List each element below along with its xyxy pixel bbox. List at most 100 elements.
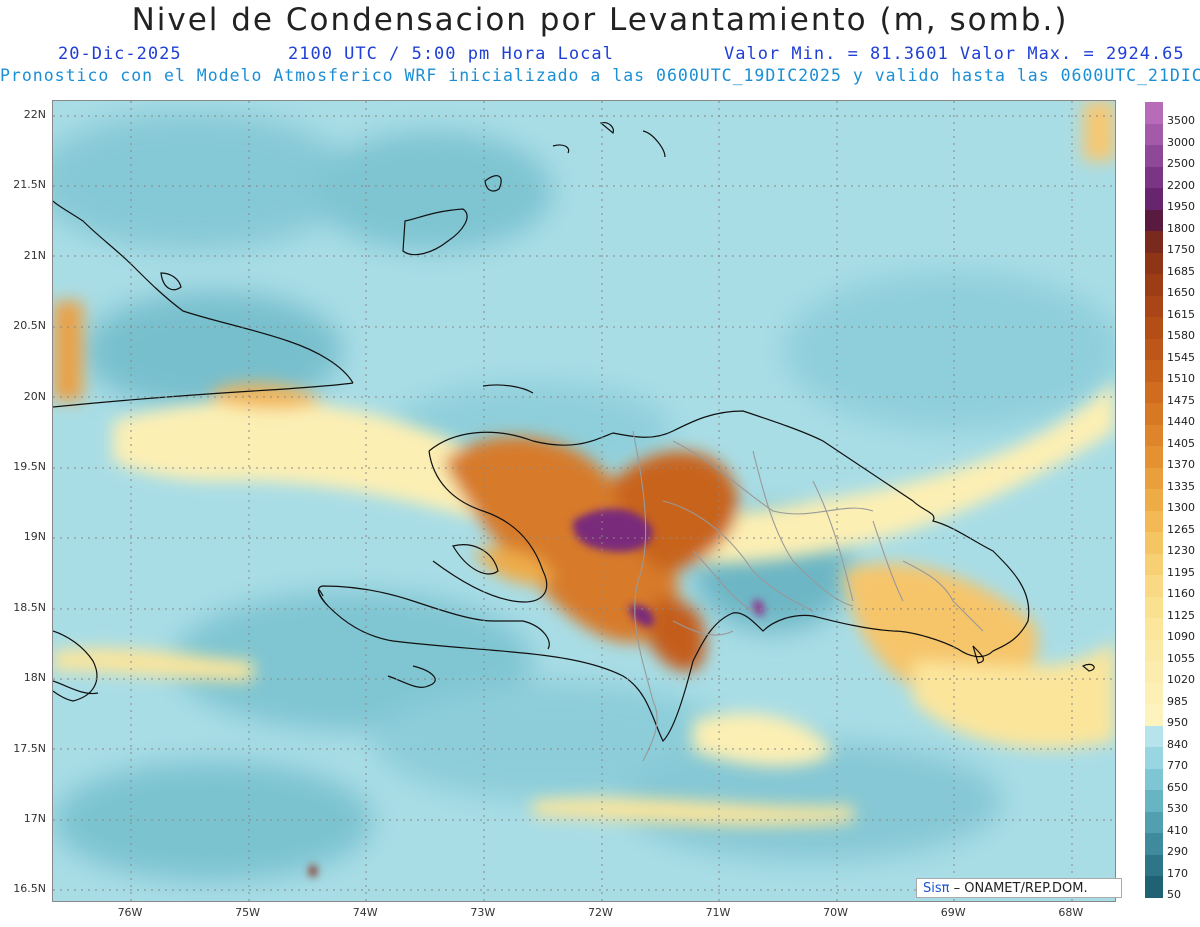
- colorbar-label: 770: [1167, 759, 1188, 773]
- lat-label: 20.5N: [13, 319, 46, 333]
- colorbar-label: 50: [1167, 888, 1181, 902]
- colorbar-swatch: [1145, 596, 1163, 619]
- lat-label: 21.5N: [13, 178, 46, 192]
- colorbar-swatch: [1145, 489, 1163, 512]
- lat-label: 22N: [23, 108, 46, 121]
- lat-label: 19N: [23, 530, 46, 544]
- colorbar-swatch: [1145, 532, 1163, 555]
- colorbar-swatch: [1145, 876, 1163, 899]
- colorbar-label: 1265: [1167, 522, 1195, 536]
- map-title: Nivel de Condensacion por Levantamiento …: [131, 2, 1069, 38]
- colorbar-label: 410: [1167, 823, 1188, 837]
- lon-label: 73W: [470, 906, 496, 919]
- colorbar-swatch: [1145, 252, 1163, 275]
- colorbar-swatch: [1145, 188, 1163, 211]
- colorbar-label: 985: [1167, 694, 1188, 708]
- colorbar-swatch: [1145, 768, 1163, 791]
- colorbar-label: 1195: [1167, 565, 1195, 579]
- colorbar-swatch: [1145, 467, 1163, 490]
- lat-label: 19.5N: [13, 460, 46, 473]
- lat-label: 20N: [23, 389, 46, 403]
- colorbar-swatch: [1145, 209, 1163, 232]
- colorbar-label: 1405: [1167, 436, 1195, 450]
- graticule: [53, 101, 1115, 901]
- lon-label: 68W: [1058, 906, 1084, 919]
- high-lcl-field: [53, 101, 1115, 826]
- credit-pi: π: [941, 881, 950, 896]
- lon-label: 72W: [587, 906, 613, 919]
- lat-label: 21N: [23, 248, 46, 262]
- model-info: Pronostico con el Modelo Atmosferico WRF…: [0, 66, 1200, 85]
- colorbar-label: 1650: [1167, 286, 1195, 300]
- lon-label: 75W: [235, 906, 261, 919]
- colorbar-swatch: [1145, 575, 1163, 598]
- colorbar-label: 1950: [1167, 200, 1195, 214]
- credit-brand: Sis: [923, 881, 942, 896]
- colorbar-label: 1230: [1167, 544, 1195, 558]
- colorbar-swatch: [1145, 747, 1163, 770]
- colorbar-label: 1020: [1167, 673, 1195, 687]
- colorbar-label: 1615: [1167, 307, 1195, 321]
- colorbar-label: 1090: [1167, 630, 1195, 644]
- colorbar-swatch: [1145, 360, 1163, 383]
- colorbar-label: 3500: [1167, 114, 1195, 127]
- lon-label: 71W: [705, 906, 731, 919]
- colorbar-swatch: [1145, 145, 1163, 168]
- lon-label: 69W: [940, 906, 966, 919]
- colorbar-label: 1685: [1167, 264, 1195, 278]
- colorbar-label: 650: [1167, 780, 1188, 794]
- colorbar-label: 3000: [1167, 135, 1195, 149]
- colorbar-label: 1335: [1167, 479, 1195, 493]
- colorbar-swatch: [1145, 682, 1163, 705]
- colorbar-swatch: [1145, 166, 1163, 189]
- colorbar-label: 840: [1167, 737, 1188, 751]
- lat-label: 18N: [23, 671, 46, 685]
- colorbar-swatch: [1145, 338, 1163, 361]
- lat-label: 18.5N: [13, 600, 46, 614]
- colorbar-swatch: [1145, 854, 1163, 877]
- colorbar-label: 1580: [1167, 329, 1195, 343]
- province-borders: [632, 430, 984, 762]
- colorbar-label: 1800: [1167, 221, 1195, 235]
- coastlines: [53, 122, 1095, 743]
- lat-label: 17N: [23, 812, 46, 825]
- colorbar-swatch: [1145, 317, 1163, 340]
- forecast-date: 20-Dic-2025: [58, 44, 182, 64]
- colorbar-swatch: [1145, 833, 1163, 856]
- lat-label: 16.5N: [13, 882, 46, 896]
- colorbar-label: 1125: [1167, 608, 1195, 622]
- credit-box: Sisπ – ONAMET/REP.DOM.: [916, 878, 1122, 898]
- colorbar-swatch: [1145, 639, 1163, 662]
- colorbar-swatch: [1145, 274, 1163, 297]
- colorbar-swatch: [1145, 704, 1163, 727]
- min-max-values: Valor Min. = 81.3601 Valor Max. = 2924.6…: [724, 44, 1185, 64]
- colorbar-swatch: [1145, 403, 1163, 426]
- lat-label: 17.5N: [13, 741, 46, 755]
- colorbar-label: 1750: [1167, 243, 1195, 257]
- colorbar-swatch: [1145, 446, 1163, 469]
- lon-label: 74W: [352, 906, 378, 919]
- colorbar-label: 1545: [1167, 350, 1195, 364]
- colorbar-label: 1300: [1167, 501, 1195, 515]
- colorbar-label: 1370: [1167, 458, 1195, 472]
- lon-label: 76W: [117, 906, 143, 919]
- colorbar-swatch: [1145, 618, 1163, 641]
- colorbar-label: 2500: [1167, 157, 1195, 171]
- colorbar-label: 1055: [1167, 651, 1195, 665]
- colorbar-swatch: [1145, 811, 1163, 834]
- low-lcl-field: [53, 111, 1115, 881]
- colorbar-swatch: [1145, 661, 1163, 684]
- lon-label: 70W: [823, 906, 849, 919]
- colorbar-label: 1510: [1167, 372, 1195, 386]
- colorbar-swatch: [1145, 231, 1163, 254]
- credit-text: – ONAMET/REP.DOM.: [953, 881, 1088, 896]
- colorbar-label: 530: [1167, 802, 1188, 816]
- colorbar-swatch: [1145, 381, 1163, 404]
- forecast-time: 2100 UTC / 5:00 pm Hora Local: [288, 44, 614, 64]
- colorbar-label: 950: [1167, 716, 1188, 730]
- colorbar-label: 1160: [1167, 587, 1195, 601]
- map-canvas: [53, 101, 1115, 901]
- colorbar-swatch: [1145, 725, 1163, 748]
- colorbar-swatch: [1145, 510, 1163, 533]
- colorbar-swatch: [1145, 790, 1163, 813]
